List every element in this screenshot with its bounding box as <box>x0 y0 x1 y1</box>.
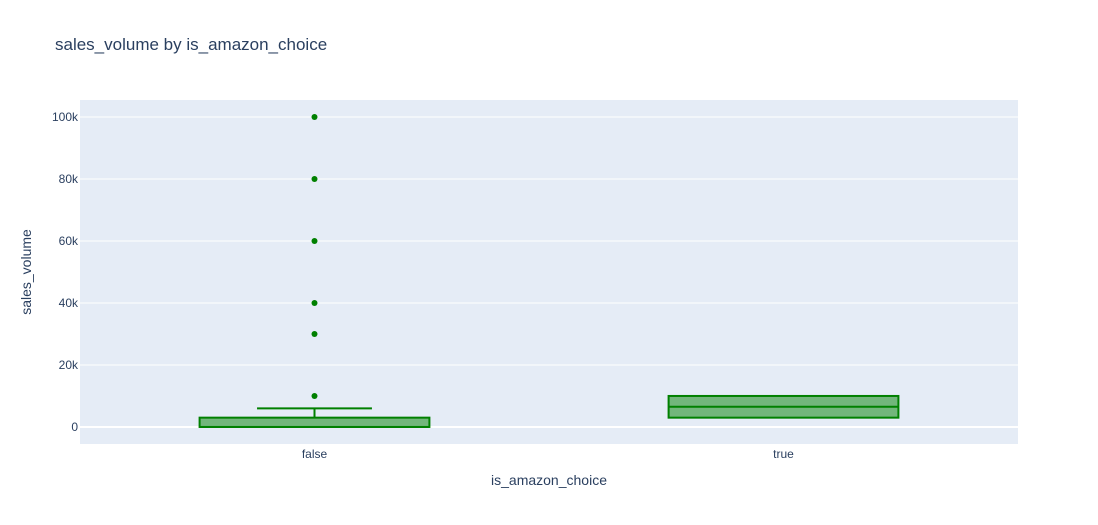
chart-title: sales_volume by is_amazon_choice <box>55 35 327 54</box>
outlier-point <box>311 114 318 121</box>
outlier-point <box>311 299 318 306</box>
outlier-point <box>311 392 318 399</box>
grid-lines <box>80 116 1018 428</box>
box-false <box>198 114 431 428</box>
x-axis-title: is_amazon_choice <box>491 472 607 488</box>
y-tick-label: 80k <box>59 172 79 186</box>
outlier-point <box>311 238 318 245</box>
box-true <box>667 394 900 419</box>
box-series <box>198 114 900 428</box>
y-tick-label: 100k <box>52 110 79 124</box>
y-tick-label: 60k <box>59 234 79 248</box>
y-tick-label: 40k <box>59 296 79 310</box>
box-iqr <box>198 416 431 428</box>
x-tick-labels: false true <box>302 447 794 461</box>
outlier-point <box>311 176 318 183</box>
y-axis-title: sales_volume <box>18 229 34 315</box>
x-tick-label: false <box>302 447 328 461</box>
plot-area <box>80 100 1018 444</box>
outlier-point <box>311 330 318 337</box>
y-tick-labels: 0 20k 40k 60k 80k 100k <box>52 110 79 434</box>
y-tick-label: 20k <box>59 358 79 372</box>
y-tick-label: 0 <box>71 420 78 434</box>
x-tick-label: true <box>773 447 794 461</box>
